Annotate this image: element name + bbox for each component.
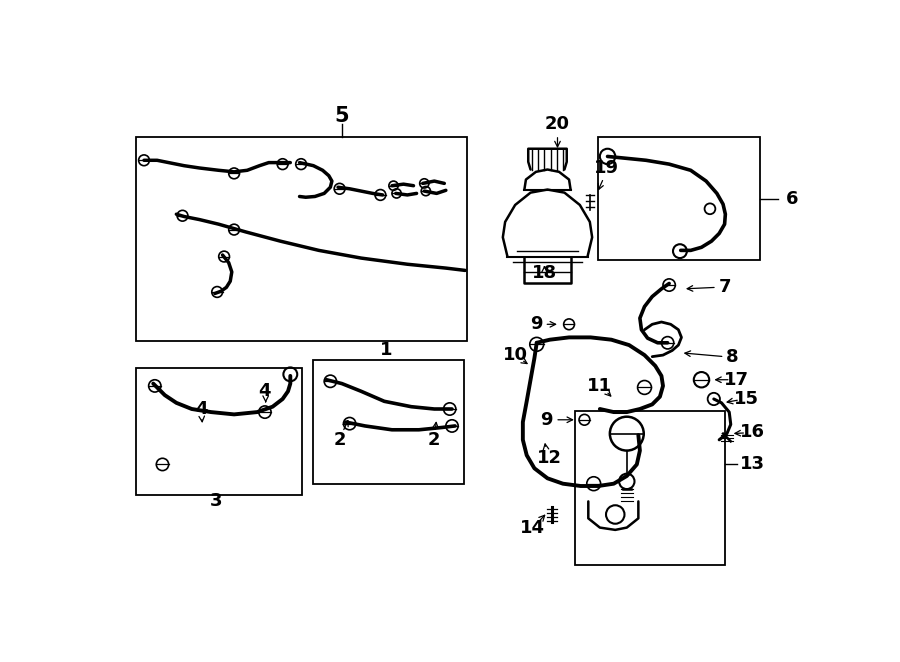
Text: 9: 9 xyxy=(540,411,553,429)
Text: 15: 15 xyxy=(734,390,759,408)
Bar xyxy=(575,410,725,565)
Text: 19: 19 xyxy=(593,159,618,177)
Text: 4: 4 xyxy=(194,400,207,418)
Text: 9: 9 xyxy=(530,315,543,333)
Text: 4: 4 xyxy=(258,382,271,401)
Text: 2: 2 xyxy=(333,431,346,449)
Text: 12: 12 xyxy=(537,449,562,467)
Text: 1: 1 xyxy=(380,342,392,359)
Text: 5: 5 xyxy=(335,107,349,126)
Text: 18: 18 xyxy=(532,265,557,283)
Text: 13: 13 xyxy=(740,455,765,473)
Text: 2: 2 xyxy=(428,431,441,449)
Text: 14: 14 xyxy=(519,520,544,538)
Bar xyxy=(598,137,760,260)
Bar xyxy=(313,361,464,484)
Text: 20: 20 xyxy=(545,115,570,133)
Text: 16: 16 xyxy=(740,423,765,441)
Text: 11: 11 xyxy=(588,377,612,395)
Text: 17: 17 xyxy=(724,371,750,389)
Text: 8: 8 xyxy=(726,348,739,365)
Bar xyxy=(136,137,467,341)
Text: 6: 6 xyxy=(787,190,798,208)
Text: 10: 10 xyxy=(503,346,527,364)
Bar xyxy=(136,368,302,495)
Text: 3: 3 xyxy=(210,493,222,510)
Text: 7: 7 xyxy=(718,278,731,297)
